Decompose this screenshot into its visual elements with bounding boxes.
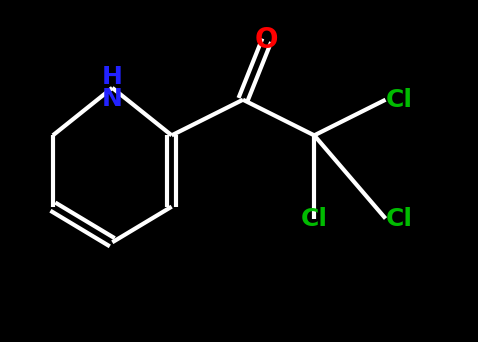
Text: Cl: Cl [301,207,328,231]
Text: H
N: H N [102,65,123,111]
Text: Cl: Cl [386,88,413,112]
Text: O: O [255,26,279,54]
Text: Cl: Cl [386,207,413,231]
